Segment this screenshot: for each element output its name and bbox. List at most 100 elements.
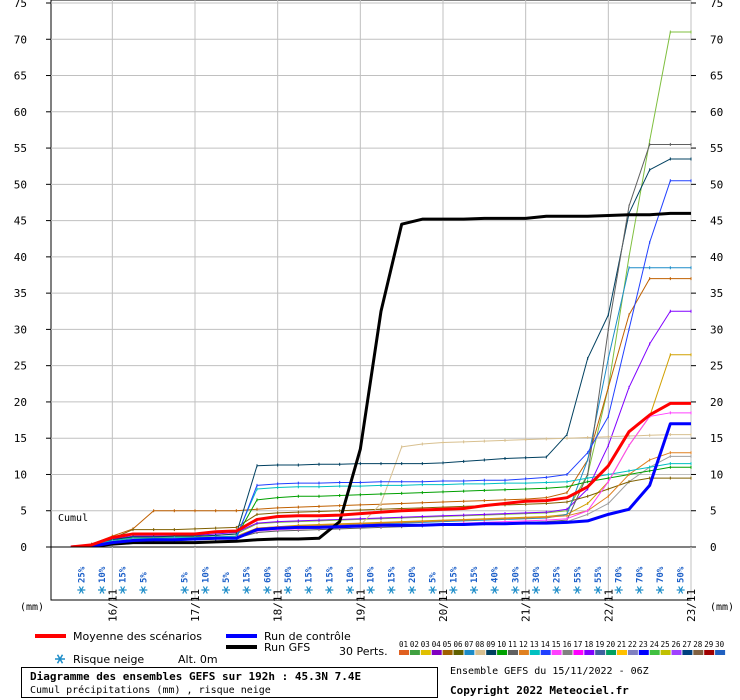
snow-risk-value: 5% <box>429 572 439 583</box>
snowflake-icon <box>635 586 644 594</box>
y-tick-label: 50 <box>14 178 27 191</box>
snow-risk-value: 30% <box>532 566 542 583</box>
pert-id-label: 02 <box>410 640 419 649</box>
snowflake-icon <box>532 586 540 594</box>
y-tick-label: 55 <box>710 142 723 155</box>
pert-color-swatch <box>551 650 562 655</box>
y-tick-label: 55 <box>14 142 27 155</box>
pert-id-label: 18 <box>584 640 594 649</box>
pert-color-swatch <box>518 650 529 655</box>
pert-color-swatch <box>453 650 464 655</box>
y-tick-label: 60 <box>14 106 27 119</box>
snowflake-icon <box>676 586 685 594</box>
snowflake-stroke <box>202 586 208 594</box>
snowflake-stroke <box>409 586 415 594</box>
pert-color-swatch <box>464 650 475 655</box>
x-tick-label: 22/11 <box>602 589 615 622</box>
snow-risk-value: 15% <box>470 566 480 583</box>
pert-id-label: 16 <box>563 640 573 649</box>
y-tick-label: 35 <box>710 287 723 300</box>
pert-color-swatch <box>442 650 453 655</box>
chart-title: Diagramme des ensembles GEFS sur 192h : … <box>30 670 362 683</box>
snow-risk-value: 5% <box>181 572 191 583</box>
snowflake-stroke <box>182 586 188 594</box>
pert-color-swatch <box>671 650 682 655</box>
snow-risk-value: 10% <box>98 566 108 583</box>
pert-color-swatch <box>497 650 508 655</box>
snow-risk-layer: 25% 10% 15% 5% 5% 10% 5% 15% 60% 50% 15% 15% 10% 10% 1… <box>77 566 687 594</box>
snowflake-icon <box>284 586 292 594</box>
snowflake-icon <box>511 586 520 594</box>
grid <box>51 0 692 548</box>
pert-color-swatch <box>508 650 518 655</box>
series-layer <box>70 30 692 549</box>
pert-legend: 01 02 03 04 05 06 07 08 09 10 11 12 13 14 15 16 17 18 19 20… <box>399 640 726 655</box>
y-tick-label: 35 <box>14 287 27 300</box>
pert-id-label: 27 <box>682 640 691 649</box>
pert-id-label: 22 <box>628 640 637 649</box>
y-tick-label: 70 <box>710 33 723 46</box>
copyright-label: Copyright 2022 Meteociel.fr <box>450 684 629 697</box>
snowflake-icon <box>366 586 375 594</box>
snow-risk-value: 70% <box>656 566 666 583</box>
legend-gfs-label: Run GFS <box>264 641 310 654</box>
snow-risk-value: 40% <box>491 566 501 583</box>
snowflake-icon <box>346 586 354 594</box>
snow-risk-value: 15% <box>243 566 253 583</box>
x-tick-label: 20/11 <box>437 589 450 622</box>
snowflake-icon <box>552 586 561 594</box>
pert-id-label: 06 <box>454 640 464 649</box>
pert-color-swatch <box>660 650 671 655</box>
pert-id-label: 10 <box>497 640 507 649</box>
pert-id-label: 30 <box>715 640 725 649</box>
x-tick-label: 19/11 <box>354 589 367 622</box>
pert-color-swatch <box>627 650 638 655</box>
snowflake-icon <box>449 586 458 594</box>
snowflake-stroke <box>223 586 229 594</box>
snowflake-icon <box>98 586 106 594</box>
snowflake-stroke <box>657 586 663 594</box>
pert-color-swatch <box>606 650 617 655</box>
x-tick-label: 23/11 <box>685 589 698 622</box>
snow-risk-value: 5% <box>222 572 232 583</box>
pert-color-swatch <box>595 650 606 655</box>
pert-id-label: 23 <box>639 640 648 649</box>
pert-color-swatch <box>486 650 497 655</box>
y-tick-label: 40 <box>710 251 723 264</box>
y-tick-label: 25 <box>710 360 723 373</box>
y-tick-label: 15 <box>14 432 27 445</box>
x-tick-label: 18/11 <box>272 589 285 622</box>
snow-risk-value: 10% <box>201 566 211 583</box>
y-tick-label: 30 <box>710 323 723 336</box>
snowflake-stroke <box>554 586 560 594</box>
legend-alt-label: Alt. 0m <box>178 653 218 666</box>
series-line <box>70 422 691 549</box>
y-tick-label: 0 <box>20 541 27 554</box>
pert-id-label: 08 <box>475 640 485 649</box>
y-axis-left: 0 5 10 15 20 25 30 35 40 45 50 55 60 65 70 75 <box>14 0 51 554</box>
pert-id-label: 25 <box>661 640 670 649</box>
snowflake-stroke <box>120 586 126 594</box>
snowflake-stroke <box>678 586 684 594</box>
snowflake-icon <box>594 586 602 594</box>
pert-color-swatch <box>562 650 573 655</box>
pert-color-swatch <box>409 650 420 655</box>
snowflake-icon <box>222 586 230 594</box>
y-tick-label: 30 <box>14 323 27 336</box>
snowflake-stroke <box>595 586 601 594</box>
snow-risk-value: 5% <box>139 572 149 583</box>
pert-color-swatch <box>475 650 486 655</box>
pert-color-swatch <box>693 650 704 655</box>
cumul-label: Cumul <box>58 513 88 524</box>
snow-risk-value: 25% <box>553 566 563 583</box>
y-tick-label: 65 <box>14 70 27 83</box>
pert-id-label: 01 <box>399 640 408 649</box>
snowflake-icon <box>118 586 127 594</box>
pert-id-label: 12 <box>519 640 528 649</box>
y-tick-label: 5 <box>710 505 717 518</box>
pert-id-label: 28 <box>693 640 703 649</box>
pert-id-label: 15 <box>552 640 561 649</box>
snowflake-stroke <box>244 586 250 594</box>
snow-risk-value: 15% <box>325 566 335 583</box>
